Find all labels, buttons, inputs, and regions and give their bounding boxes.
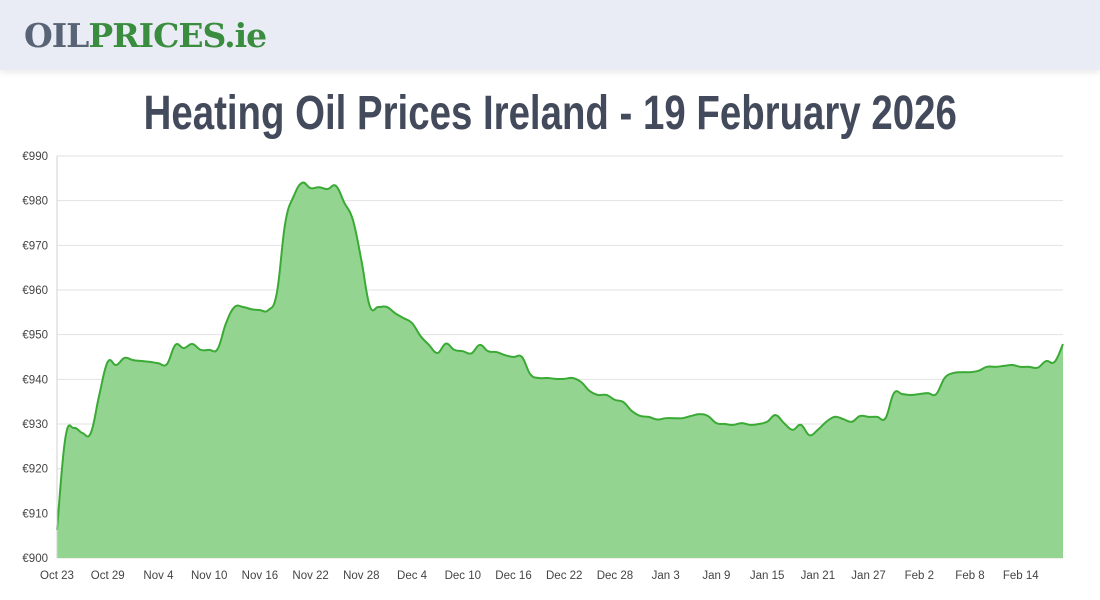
y-tick-label: €940: [22, 374, 48, 386]
y-tick-label: €900: [22, 553, 48, 565]
y-tick-label: €970: [22, 240, 48, 252]
x-tick-label: Jan 27: [851, 570, 886, 582]
y-tick-label: €950: [22, 330, 48, 342]
x-tick-label: Dec 4: [397, 570, 428, 582]
x-tick-label: Jan 15: [750, 570, 785, 582]
y-tick-label: €990: [22, 151, 48, 163]
x-tick-label: Jan 21: [801, 570, 836, 582]
logo-oil-text: OIL: [24, 16, 89, 55]
page-title: Heating Oil Prices Ireland - 19 February…: [143, 87, 957, 140]
y-tick-label: €910: [22, 508, 48, 520]
x-tick-label: Jan 3: [652, 570, 680, 582]
x-tick-label: Nov 22: [292, 570, 328, 582]
x-tick-label: Dec 28: [597, 570, 633, 582]
x-tick-label: Feb 14: [1003, 570, 1039, 582]
y-tick-label: €920: [22, 464, 48, 476]
x-tick-label: Jan 9: [702, 570, 730, 582]
x-tick-label: Nov 10: [191, 570, 227, 582]
page-title-wrap: Heating Oil Prices Ireland - 19 February…: [0, 82, 1100, 146]
x-axis-labels: Oct 23 Oct 29 Nov 4 Nov 10 Nov 16 Nov 22 Nov 2…: [40, 570, 1039, 582]
y-tick-label: €930: [22, 419, 48, 431]
x-tick-label: Feb 8: [955, 570, 984, 582]
x-tick-label: Dec 10: [445, 570, 481, 582]
site-logo[interactable]: OILPRICES.ie: [24, 14, 267, 58]
x-tick-label: Dec 16: [495, 570, 531, 582]
site-header: OILPRICES.ie: [0, 0, 1100, 70]
x-tick-label: Dec 22: [546, 570, 582, 582]
x-tick-label: Nov 4: [143, 570, 174, 582]
x-tick-label: Nov 16: [242, 570, 278, 582]
x-tick-label: Oct 23: [40, 570, 74, 582]
x-tick-label: Nov 28: [343, 570, 379, 582]
y-axis-labels: €900 €910 €920 €930 €940 €950 €960 €970 €980 €990: [22, 151, 48, 565]
x-tick-label: Oct 29: [91, 570, 125, 582]
logo-prices-text: PRICES.ie: [88, 16, 267, 55]
x-tick-label: Feb 2: [905, 570, 934, 582]
price-line: [56, 181, 1064, 530]
price-area: [57, 182, 1063, 559]
y-tick-label: €960: [22, 285, 48, 297]
y-tick-label: €980: [22, 196, 48, 208]
